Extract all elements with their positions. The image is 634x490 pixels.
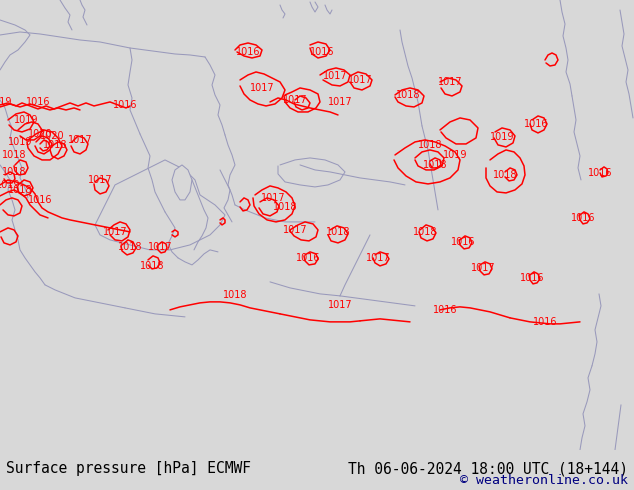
Text: 1019: 1019	[443, 150, 467, 160]
Text: 1018: 1018	[2, 167, 26, 177]
Text: 1017: 1017	[148, 242, 172, 252]
Polygon shape	[95, 160, 225, 250]
Text: 1020: 1020	[40, 131, 64, 141]
Text: 1017: 1017	[328, 300, 353, 310]
Text: 1018: 1018	[118, 242, 142, 252]
Text: 1018: 1018	[493, 170, 517, 180]
Text: 1016: 1016	[524, 119, 548, 129]
Text: 1018: 1018	[139, 261, 164, 271]
Text: 1016: 1016	[433, 305, 457, 315]
Text: 1017: 1017	[366, 253, 391, 263]
Text: 1017: 1017	[470, 263, 495, 273]
Text: 1016: 1016	[533, 317, 557, 327]
Text: 1017: 1017	[68, 135, 93, 145]
Text: 1018: 1018	[396, 90, 420, 100]
Text: 1017: 1017	[283, 225, 307, 235]
Text: Th 06-06-2024 18:00 UTC (18+144): Th 06-06-2024 18:00 UTC (18+144)	[347, 461, 628, 476]
Text: 1019: 1019	[14, 115, 38, 125]
Text: 1017: 1017	[250, 83, 275, 93]
Text: 1016: 1016	[571, 213, 595, 223]
Text: 1017: 1017	[87, 175, 112, 185]
Polygon shape	[172, 165, 192, 200]
Text: 1016: 1016	[236, 47, 260, 57]
Text: Surface pressure [hPa] ECMWF: Surface pressure [hPa] ECMWF	[6, 461, 251, 476]
Text: 1018: 1018	[42, 140, 67, 150]
Text: 1016: 1016	[28, 195, 52, 205]
Text: 1018: 1018	[326, 227, 350, 237]
Text: 1018: 1018	[423, 160, 447, 170]
Text: 1017: 1017	[283, 95, 307, 105]
Text: 1016: 1016	[113, 100, 137, 110]
Text: 1017: 1017	[103, 227, 127, 237]
Text: 1019: 1019	[489, 132, 514, 142]
Text: 1018: 1018	[273, 202, 297, 212]
Text: © weatheronline.co.uk: © weatheronline.co.uk	[460, 474, 628, 487]
Text: 1018: 1018	[8, 185, 32, 195]
Text: 1018: 1018	[2, 150, 26, 160]
Text: 1017: 1017	[323, 71, 347, 81]
Text: 1018: 1018	[418, 140, 443, 150]
Text: 1019: 1019	[0, 97, 12, 107]
Text: 1018: 1018	[223, 290, 247, 300]
Text: 1017: 1017	[328, 97, 353, 107]
Text: 1016: 1016	[295, 253, 320, 263]
Text: 1019: 1019	[0, 180, 20, 190]
Text: 1017: 1017	[437, 77, 462, 87]
Text: 1019: 1019	[8, 137, 32, 147]
Text: 1016: 1016	[310, 47, 334, 57]
Text: 1020: 1020	[28, 129, 53, 139]
Text: 1016: 1016	[451, 237, 476, 247]
Text: 1017: 1017	[261, 193, 285, 203]
Text: 1018: 1018	[413, 227, 437, 237]
Text: 1016: 1016	[520, 273, 544, 283]
Text: 1017: 1017	[347, 75, 372, 85]
Text: 1016: 1016	[26, 97, 50, 107]
Text: 1016: 1016	[588, 168, 612, 178]
